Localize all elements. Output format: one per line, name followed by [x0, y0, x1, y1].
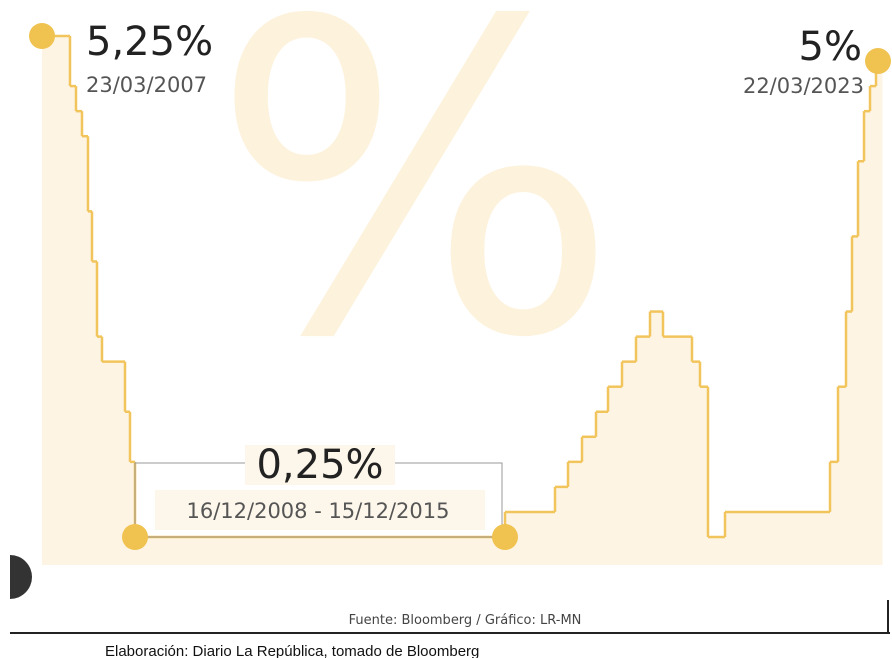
- area-step: [582, 436, 597, 565]
- area-step: [692, 361, 701, 565]
- annotation-date: 22/03/2023: [743, 74, 864, 98]
- annotation-date: 23/03/2007: [86, 73, 207, 97]
- area-step: [846, 311, 853, 565]
- area-step: [97, 336, 103, 565]
- area-step: [88, 211, 93, 565]
- area-step: [830, 461, 839, 565]
- area-step: [135, 537, 506, 565]
- point-marker: [29, 23, 55, 49]
- area-step: [622, 361, 637, 565]
- area-step: [70, 86, 77, 565]
- point-marker: [492, 524, 518, 550]
- point-marker: [122, 524, 148, 550]
- area-step: [555, 486, 569, 565]
- area-step: [870, 86, 877, 565]
- area-step: [92, 261, 98, 565]
- area-step: [125, 411, 131, 565]
- annotation-value: 0,25%: [256, 442, 383, 488]
- area-step: [852, 236, 859, 565]
- area-step: [102, 361, 126, 565]
- plot-background: [10, 0, 890, 565]
- annotation-gap: [155, 490, 485, 530]
- area-step: [663, 336, 693, 565]
- area-step: [596, 411, 609, 565]
- area-step: [608, 386, 623, 565]
- annotation-value: 5%: [799, 24, 862, 70]
- nav-arrow[interactable]: [10, 555, 32, 599]
- annotation-date: 16/12/2008 - 15/12/2015: [186, 499, 449, 523]
- area-step: [82, 136, 89, 565]
- credit: Elaboración: Diario La República, tomado…: [105, 643, 479, 658]
- area-step: [725, 511, 831, 565]
- area-step: [708, 537, 726, 565]
- area-step: [858, 161, 865, 565]
- area-step: [130, 461, 136, 565]
- area-step: [700, 386, 709, 565]
- area-step: [568, 461, 583, 565]
- annotation-gap: [245, 445, 395, 485]
- point-marker: [865, 48, 891, 75]
- annotation-value: 5,25%: [86, 19, 213, 65]
- area-step: [650, 311, 664, 565]
- area-step: [838, 386, 847, 565]
- area-step: [636, 336, 651, 565]
- area-step: [876, 61, 883, 566]
- watermark: %: [211, 0, 620, 432]
- area-step: [42, 36, 71, 565]
- area-step: [76, 111, 83, 566]
- area-step: [864, 111, 871, 566]
- source: Fuente: Bloomberg / Gráfico: LR-MN: [349, 613, 582, 628]
